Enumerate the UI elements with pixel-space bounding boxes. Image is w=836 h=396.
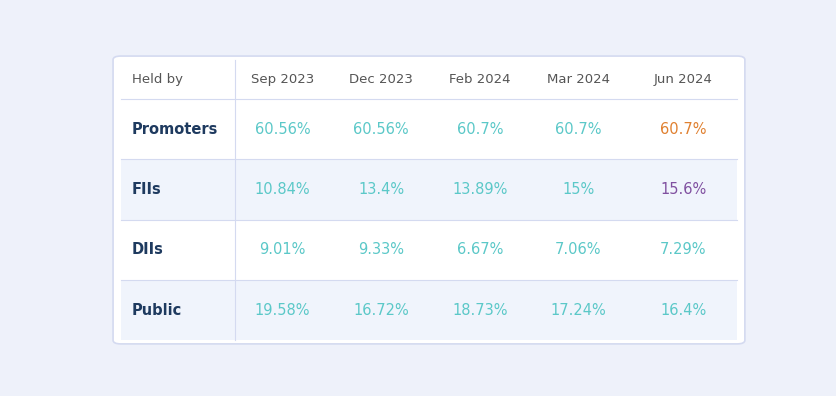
Text: 16.4%: 16.4% [660,303,706,318]
Text: Feb 2024: Feb 2024 [449,73,510,86]
Text: 7.06%: 7.06% [554,242,601,257]
Text: 13.4%: 13.4% [358,182,404,197]
Text: Held by: Held by [132,73,183,86]
Bar [120,280,737,340]
Text: 16.72%: 16.72% [353,303,409,318]
Text: 18.73%: 18.73% [451,303,507,318]
Text: 60.7%: 60.7% [456,122,502,137]
Text: Dec 2023: Dec 2023 [349,73,413,86]
Text: 60.56%: 60.56% [254,122,310,137]
Text: 17.24%: 17.24% [550,303,605,318]
Text: 13.89%: 13.89% [451,182,507,197]
Text: 9.01%: 9.01% [259,242,305,257]
Text: DIIs: DIIs [132,242,164,257]
Text: Jun 2024: Jun 2024 [653,73,711,86]
Text: 7.29%: 7.29% [659,242,706,257]
Text: 19.58%: 19.58% [254,303,310,318]
Text: 15.6%: 15.6% [660,182,706,197]
Text: FIIs: FIIs [132,182,161,197]
Text: Promoters: Promoters [132,122,218,137]
Text: 9.33%: 9.33% [358,242,404,257]
Bar [120,159,737,220]
Text: Sep 2023: Sep 2023 [251,73,314,86]
Text: 60.56%: 60.56% [353,122,409,137]
Text: 6.67%: 6.67% [456,242,502,257]
Bar [120,220,737,280]
Text: 60.7%: 60.7% [659,122,706,137]
Text: 15%: 15% [562,182,594,197]
Text: 10.84%: 10.84% [254,182,310,197]
FancyBboxPatch shape [113,56,744,344]
Text: Mar 2024: Mar 2024 [546,73,609,86]
Text: Public: Public [132,303,182,318]
Bar [120,99,737,159]
Text: 60.7%: 60.7% [554,122,601,137]
